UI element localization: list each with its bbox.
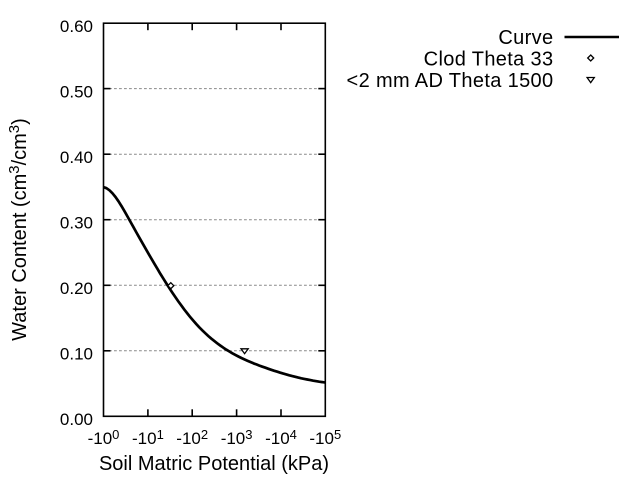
svg-text:-100: -100 bbox=[88, 427, 120, 448]
svg-text:0.30: 0.30 bbox=[60, 214, 93, 233]
svg-text:0.60: 0.60 bbox=[60, 17, 93, 36]
svg-text:<2 mm AD Theta 1500: <2 mm AD Theta 1500 bbox=[347, 70, 554, 92]
svg-text:0.50: 0.50 bbox=[60, 83, 93, 102]
svg-text:-103: -103 bbox=[221, 427, 253, 448]
svg-text:-102: -102 bbox=[176, 427, 208, 448]
svg-text:Clod Theta 33: Clod Theta 33 bbox=[424, 49, 554, 71]
svg-text:0.20: 0.20 bbox=[60, 279, 93, 298]
svg-text:0.40: 0.40 bbox=[60, 148, 93, 167]
svg-text:Soil Matric Potential (kPa): Soil Matric Potential (kPa) bbox=[99, 453, 329, 475]
svg-text:0.10: 0.10 bbox=[60, 345, 93, 364]
svg-text:Curve: Curve bbox=[498, 27, 553, 49]
svg-text:-104: -104 bbox=[265, 427, 297, 448]
svg-text:0.00: 0.00 bbox=[60, 410, 93, 429]
svg-text:Water Content (cm3/cm3): Water Content (cm3/cm3) bbox=[6, 118, 31, 341]
svg-text:-105: -105 bbox=[309, 427, 341, 448]
svg-text:-101: -101 bbox=[132, 427, 164, 448]
